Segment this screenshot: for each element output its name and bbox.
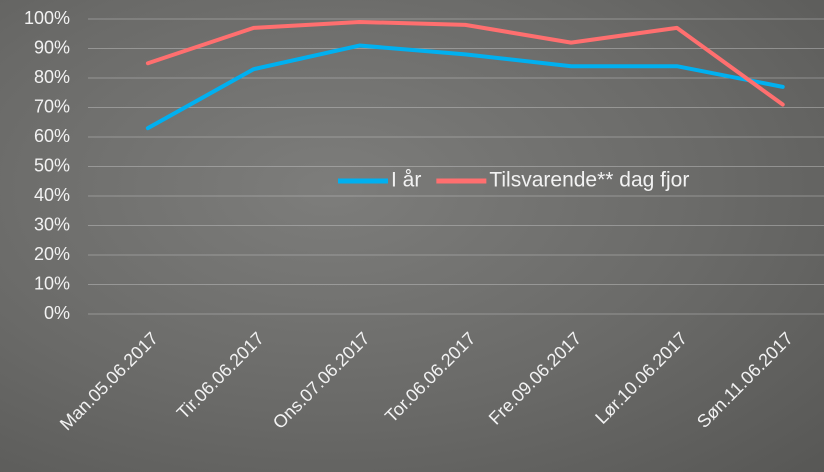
x-tick-label: Tor.06.06.2017 [381,328,479,426]
y-tick-label: 90% [34,37,70,57]
series-line [148,22,783,105]
y-tick-label: 60% [34,126,70,146]
chart: 0% 10% 20% 30% 40% 50% 60% 70% 80% 90% 100% Man.05.… [0,0,824,472]
legend-label: I år [391,169,421,192]
x-tick-label: Tir.06.06.2017 [173,328,268,423]
y-tick-label: 100% [24,8,70,28]
y-tick-label: 20% [34,244,70,264]
y-tick-label: 40% [34,185,70,205]
y-tick-label: 50% [34,155,70,175]
x-tick-label: Søn.11.06.2017 [693,328,797,432]
y-tick-label: 30% [34,214,70,234]
y-tick-label: 80% [34,67,70,87]
x-tick-label: Lør.10.06.2017 [591,328,691,428]
series-line [148,46,783,129]
x-tick-label: Man.05.06.2017 [56,328,162,434]
x-tick-label: Fre.09.06.2017 [485,328,585,428]
y-tick-label: 10% [34,273,70,293]
x-tick-label: Ons.07.06.2017 [269,328,374,433]
legend-label: Tilsvarende** dag fjor [489,169,689,192]
y-tick-label: 70% [34,96,70,116]
y-tick-label: 0% [44,303,70,323]
